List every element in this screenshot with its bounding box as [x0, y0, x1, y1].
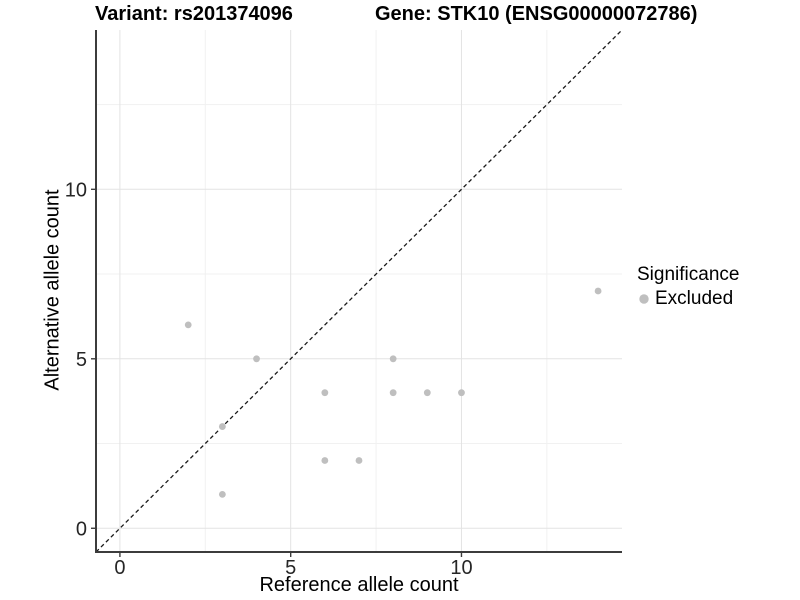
identity-reference-line	[95, 29, 623, 553]
data-point	[218, 490, 226, 498]
legend-item-excluded: Excluded	[637, 289, 739, 309]
legend-title: Significance	[637, 264, 740, 285]
data-point	[321, 389, 329, 397]
data-point	[355, 457, 363, 464]
legend-point-marker-icon	[639, 294, 649, 304]
x-tick-label: 5	[285, 557, 296, 579]
x-tick-label: 0	[114, 557, 125, 579]
data-point	[218, 423, 226, 430]
legend-item-label: Excluded	[655, 288, 734, 309]
x-tick-label: 10	[450, 557, 472, 579]
y-tick-label: 5	[76, 349, 87, 371]
data-point	[321, 457, 329, 464]
data-point	[253, 355, 260, 363]
data-point	[184, 321, 192, 329]
data-point	[458, 389, 465, 397]
plot-title-gene: Gene: STK10 (ENSG00000072786)	[375, 3, 698, 25]
y-tick-label: 0	[76, 518, 87, 540]
y-tick-label: 10	[65, 179, 87, 201]
data-point	[423, 389, 431, 397]
legend: Significance Excluded	[637, 263, 739, 309]
data-point	[389, 389, 397, 397]
data-point	[594, 287, 602, 295]
plot-title-variant: Variant: rs201374096	[95, 3, 293, 25]
x-axis-title: Reference allele count	[259, 574, 459, 596]
data-point	[389, 355, 397, 363]
y-axis-title: Alternative allele count	[41, 189, 64, 391]
